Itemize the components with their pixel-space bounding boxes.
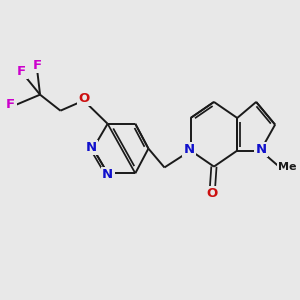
Text: F: F xyxy=(33,59,42,72)
Text: O: O xyxy=(79,92,90,105)
Text: F: F xyxy=(17,64,26,78)
Text: F: F xyxy=(6,98,15,111)
Text: N: N xyxy=(256,143,267,156)
Text: N: N xyxy=(102,168,113,181)
Text: O: O xyxy=(207,188,218,200)
Text: Me: Me xyxy=(278,162,297,172)
Text: N: N xyxy=(86,141,97,154)
Text: N: N xyxy=(184,143,195,156)
